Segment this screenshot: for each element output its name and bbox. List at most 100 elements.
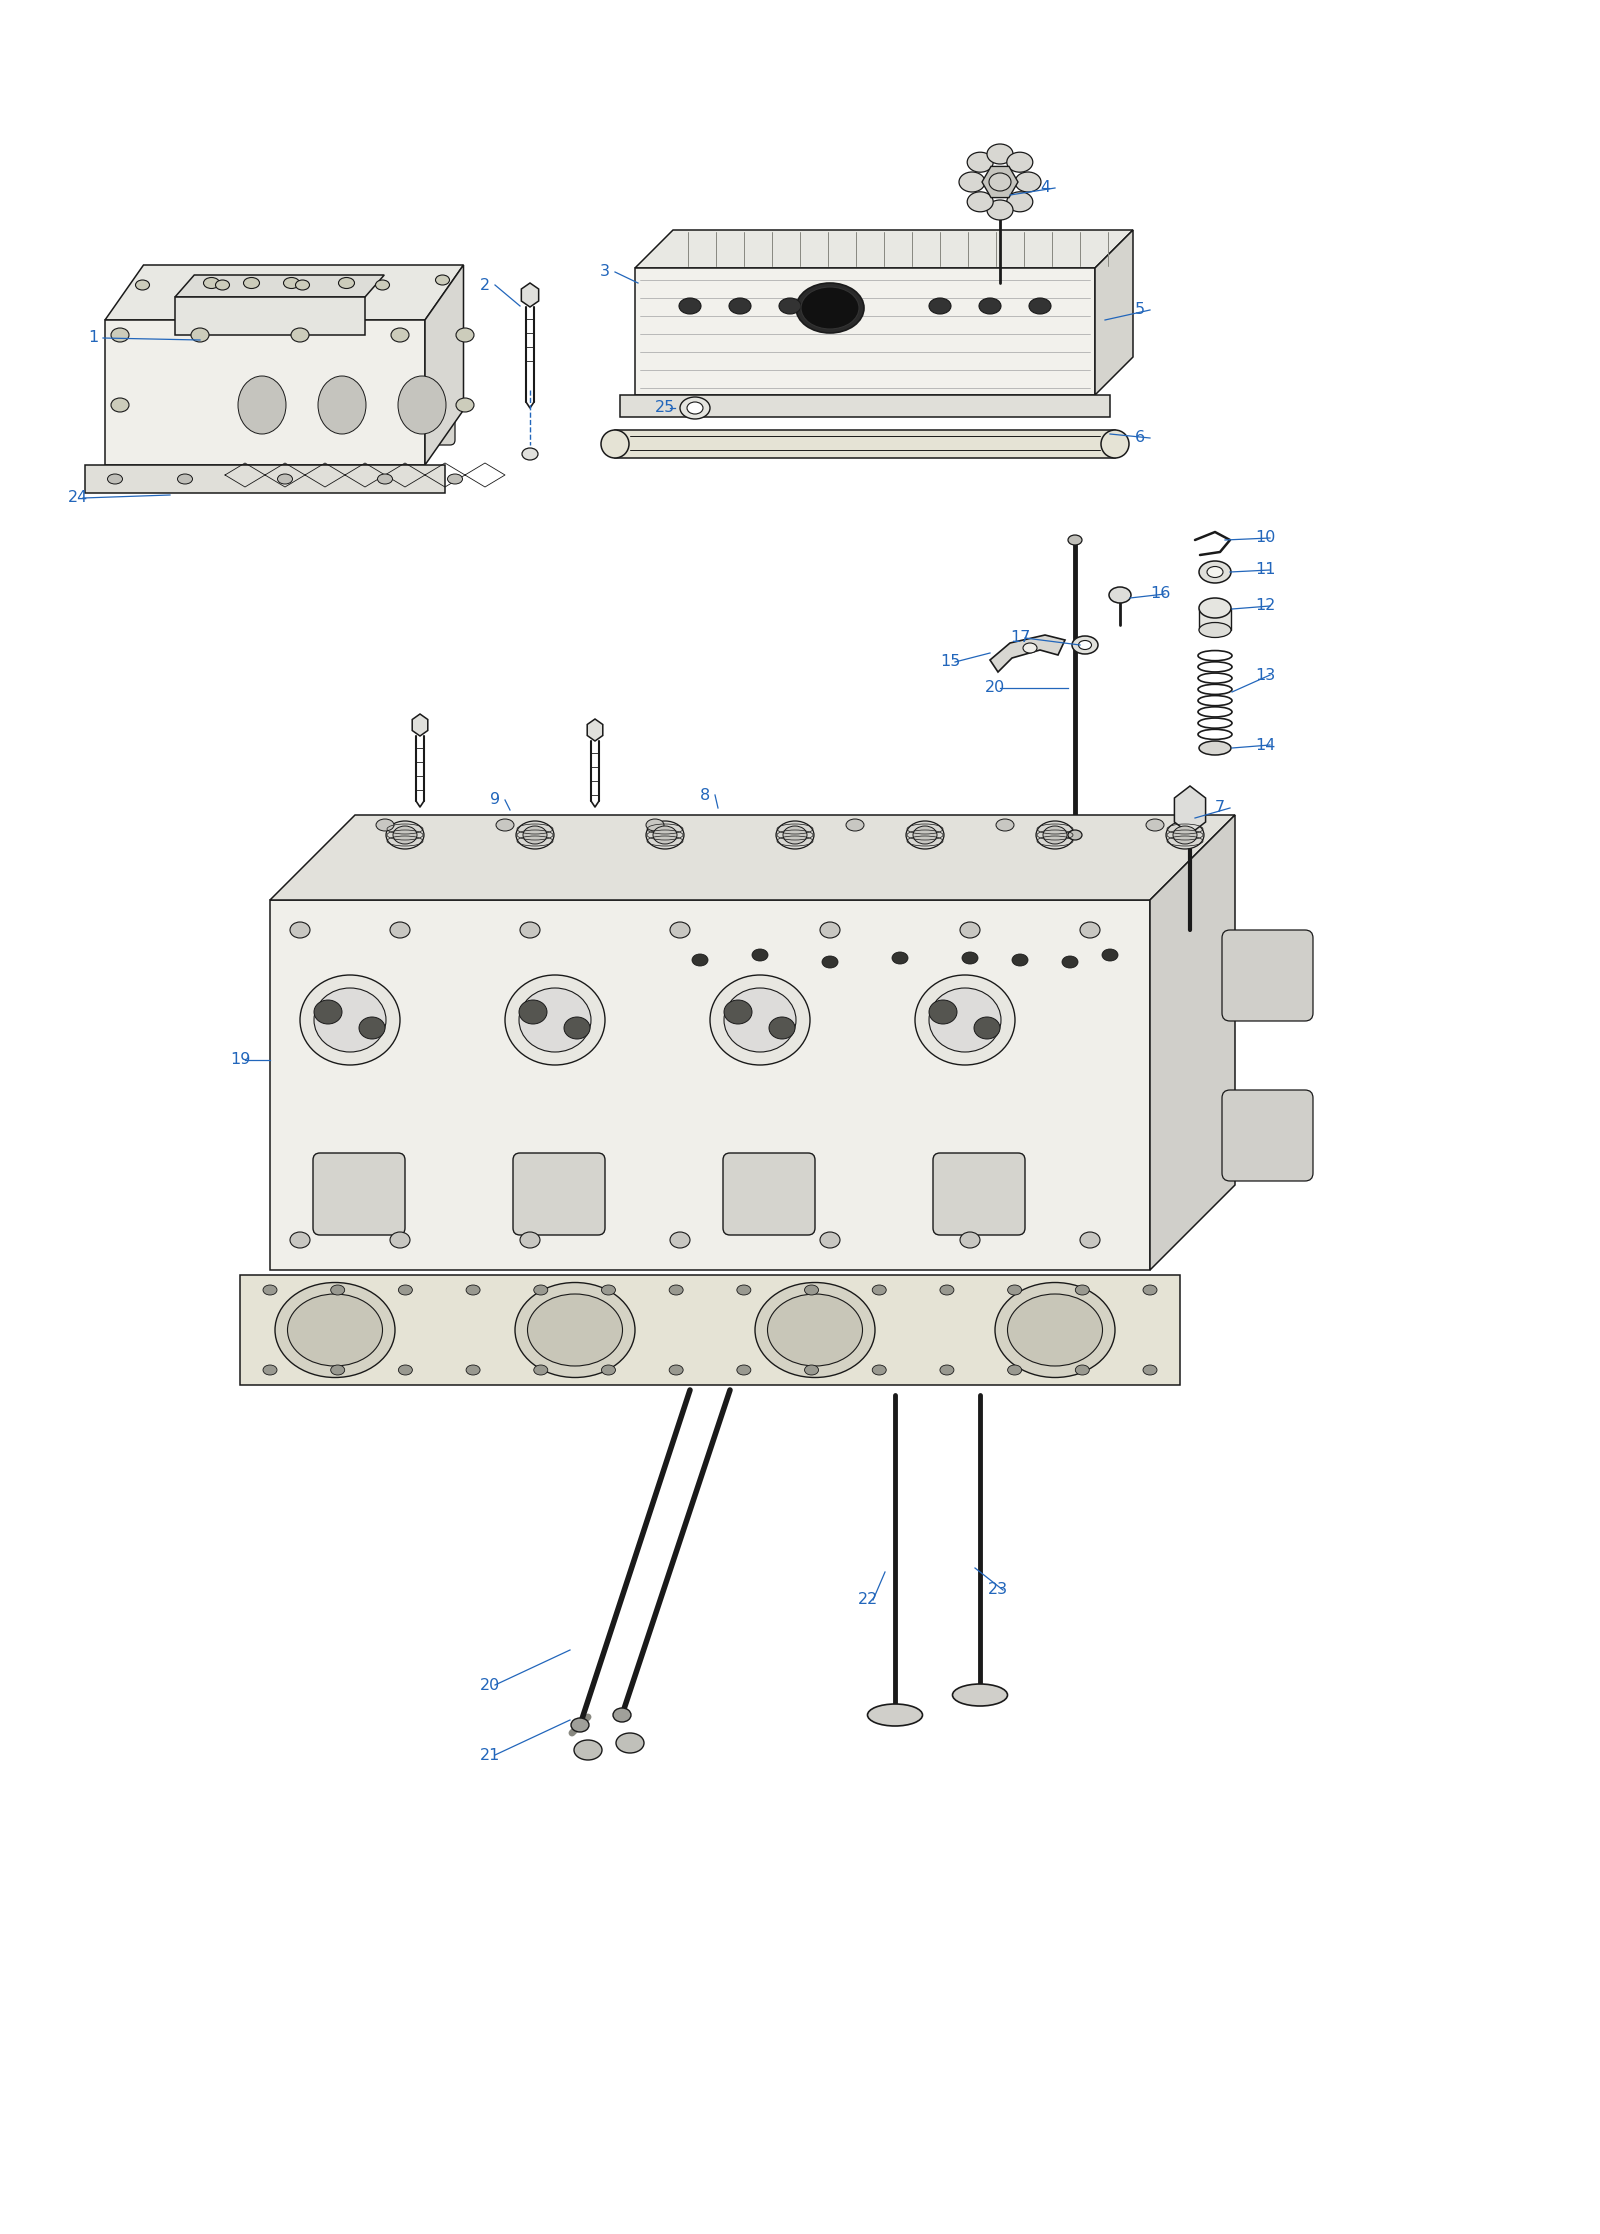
Polygon shape: [635, 230, 1133, 268]
Ellipse shape: [669, 1365, 683, 1374]
Ellipse shape: [1014, 172, 1042, 192]
Ellipse shape: [691, 954, 707, 965]
Ellipse shape: [1075, 1365, 1090, 1374]
Ellipse shape: [915, 974, 1014, 1066]
Ellipse shape: [646, 820, 664, 831]
Ellipse shape: [1101, 429, 1130, 458]
Polygon shape: [982, 165, 1018, 197]
Polygon shape: [270, 815, 1235, 900]
Ellipse shape: [506, 974, 605, 1066]
Ellipse shape: [1142, 1365, 1157, 1374]
Polygon shape: [106, 319, 426, 465]
Polygon shape: [240, 1276, 1181, 1385]
Ellipse shape: [779, 297, 802, 315]
Ellipse shape: [331, 1365, 344, 1374]
FancyBboxPatch shape: [1222, 929, 1314, 1021]
Ellipse shape: [1062, 956, 1078, 967]
Ellipse shape: [1198, 742, 1230, 755]
Ellipse shape: [1080, 923, 1101, 938]
Ellipse shape: [534, 1365, 547, 1374]
Polygon shape: [990, 634, 1066, 672]
Ellipse shape: [288, 1293, 382, 1365]
Text: 7: 7: [1214, 800, 1226, 815]
Polygon shape: [621, 395, 1110, 418]
FancyBboxPatch shape: [723, 1153, 814, 1235]
Ellipse shape: [930, 987, 1002, 1052]
Ellipse shape: [1043, 827, 1067, 844]
Ellipse shape: [1075, 1285, 1090, 1296]
Text: 2: 2: [480, 277, 490, 293]
Ellipse shape: [893, 952, 909, 965]
Ellipse shape: [390, 1231, 410, 1249]
Ellipse shape: [534, 1285, 547, 1296]
Ellipse shape: [1078, 641, 1091, 650]
Ellipse shape: [768, 1293, 862, 1365]
Ellipse shape: [797, 284, 864, 333]
Ellipse shape: [987, 143, 1013, 163]
Ellipse shape: [958, 172, 986, 192]
Ellipse shape: [867, 1705, 923, 1727]
Ellipse shape: [738, 1365, 750, 1374]
Ellipse shape: [1109, 588, 1131, 603]
Ellipse shape: [518, 987, 590, 1052]
Ellipse shape: [822, 956, 838, 967]
Polygon shape: [426, 266, 464, 465]
Ellipse shape: [723, 987, 797, 1052]
Ellipse shape: [277, 474, 293, 485]
Ellipse shape: [1102, 949, 1118, 961]
Ellipse shape: [987, 201, 1013, 219]
Ellipse shape: [178, 474, 192, 485]
Text: 1: 1: [88, 331, 98, 346]
Ellipse shape: [1008, 1285, 1022, 1296]
Polygon shape: [614, 429, 1115, 458]
Text: 22: 22: [858, 1593, 878, 1608]
Ellipse shape: [1037, 822, 1074, 849]
Text: 11: 11: [1254, 563, 1275, 579]
Ellipse shape: [968, 192, 994, 212]
Ellipse shape: [523, 827, 547, 844]
Ellipse shape: [528, 1293, 622, 1365]
Ellipse shape: [776, 822, 814, 849]
Text: 5: 5: [1134, 302, 1146, 317]
Ellipse shape: [805, 1365, 819, 1374]
Ellipse shape: [755, 1282, 875, 1378]
Text: 8: 8: [701, 789, 710, 802]
Text: 17: 17: [1010, 630, 1030, 646]
Ellipse shape: [518, 1001, 547, 1023]
Ellipse shape: [730, 297, 750, 315]
Polygon shape: [1150, 815, 1235, 1269]
Ellipse shape: [448, 474, 462, 485]
Ellipse shape: [872, 1285, 886, 1296]
Ellipse shape: [939, 1285, 954, 1296]
Ellipse shape: [1008, 1365, 1022, 1374]
Ellipse shape: [394, 827, 418, 844]
Ellipse shape: [602, 429, 629, 458]
Ellipse shape: [1166, 822, 1205, 849]
Ellipse shape: [995, 1282, 1115, 1378]
Ellipse shape: [989, 172, 1011, 190]
Text: 19: 19: [230, 1052, 250, 1068]
Ellipse shape: [291, 328, 309, 342]
Ellipse shape: [1173, 827, 1197, 844]
Ellipse shape: [1146, 820, 1165, 831]
Ellipse shape: [752, 949, 768, 961]
Ellipse shape: [939, 1365, 954, 1374]
Ellipse shape: [1142, 1285, 1157, 1296]
Polygon shape: [413, 715, 427, 735]
Ellipse shape: [136, 279, 149, 290]
Ellipse shape: [318, 375, 366, 433]
Ellipse shape: [960, 923, 979, 938]
FancyBboxPatch shape: [514, 1153, 605, 1235]
Polygon shape: [174, 297, 365, 335]
Ellipse shape: [906, 822, 944, 849]
Ellipse shape: [496, 820, 514, 831]
Ellipse shape: [376, 279, 389, 290]
Text: 10: 10: [1254, 529, 1275, 545]
Ellipse shape: [290, 1231, 310, 1249]
Ellipse shape: [1206, 567, 1222, 579]
Ellipse shape: [802, 286, 859, 328]
Ellipse shape: [653, 827, 677, 844]
Ellipse shape: [262, 1285, 277, 1296]
Ellipse shape: [1069, 831, 1082, 840]
FancyBboxPatch shape: [1222, 1090, 1314, 1182]
